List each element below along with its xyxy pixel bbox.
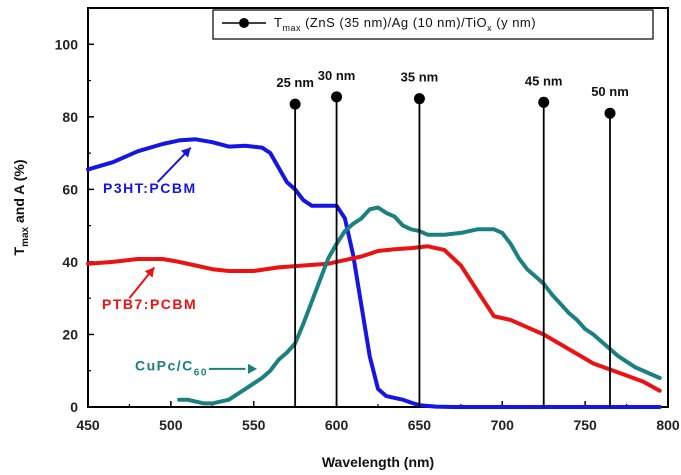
- legend-text-part: max: [282, 23, 301, 33]
- legend-box: [212, 9, 654, 40]
- y-axis-title-sub: max: [20, 226, 31, 246]
- stem-label: 35 nm: [401, 70, 439, 85]
- legend-text: Tmax (ZnS (35 nm)/Ag (10 nm)/TiOx (y nm): [274, 15, 536, 33]
- stem-marker: [604, 107, 616, 119]
- y-tick-label: 40: [62, 254, 78, 270]
- y-tick-label: 60: [62, 181, 78, 197]
- y-tick-label: 20: [62, 326, 78, 342]
- stem-label: 25 nm: [276, 75, 314, 90]
- x-tick-label: 550: [242, 417, 266, 433]
- series-layer: [86, 137, 662, 409]
- label-p3ht-arrow-head: [180, 147, 191, 158]
- series-line-1: [86, 244, 662, 393]
- legend-text-part: (ZnS (35 nm)/Ag (10 nm)/TiO: [301, 15, 487, 30]
- stem-marker: [538, 96, 550, 108]
- label-p3ht: P3HT:PCBM: [103, 180, 197, 196]
- y-axis-title: Tmax and A (%): [11, 160, 31, 256]
- y-tick-label: 100: [55, 36, 79, 52]
- label-ptb7-arrow-head: [144, 267, 155, 278]
- label-ptb7: PTB7:PCBM: [102, 296, 197, 312]
- x-tick-label: 800: [656, 417, 680, 433]
- label-cupc-arrow-head: [248, 363, 258, 374]
- series-line-0: [86, 137, 662, 409]
- x-tick-label: 650: [408, 417, 432, 433]
- series-line-2: [177, 205, 662, 406]
- x-axis-title: Wavelength (nm): [322, 454, 434, 470]
- x-tick-label: 450: [76, 417, 100, 433]
- y-tick-label: 0: [70, 399, 78, 415]
- stems-layer: 25 nm 30 nm 35 nm 45 nm 50 nm: [276, 68, 629, 407]
- x-tick-label: 500: [159, 417, 183, 433]
- stem-label: 45 nm: [525, 73, 563, 88]
- stem-marker: [331, 91, 343, 103]
- label-cupc-main: CuPc/C: [135, 358, 194, 374]
- legend-text-part: T: [274, 15, 282, 30]
- x-tick-label: 600: [325, 417, 349, 433]
- y-axis-title-main: T: [11, 246, 27, 255]
- stem-marker: [289, 98, 301, 110]
- legend: Tmax (ZnS (35 nm)/Ag (10 nm)/TiOx (y nm): [212, 9, 654, 40]
- y-tick-label: 80: [62, 109, 78, 125]
- y-axis-title-rest: and A (%): [11, 160, 27, 227]
- x-tick-label: 750: [573, 417, 597, 433]
- stem-label: 50 nm: [591, 84, 629, 99]
- legend-text-part: (y nm): [492, 15, 536, 30]
- legend-text-part: x: [487, 23, 492, 33]
- label-cupc: CuPc/C60: [135, 358, 208, 379]
- annotation-layer: P3HT:PCBM PTB7:PCBM CuPc/C60: [102, 146, 258, 379]
- label-cupc-sub: 60: [194, 368, 208, 379]
- stem-marker: [413, 93, 425, 105]
- x-tick-label: 700: [491, 417, 515, 433]
- stem-label: 30 nm: [318, 68, 356, 83]
- legend-marker-icon: [239, 18, 249, 28]
